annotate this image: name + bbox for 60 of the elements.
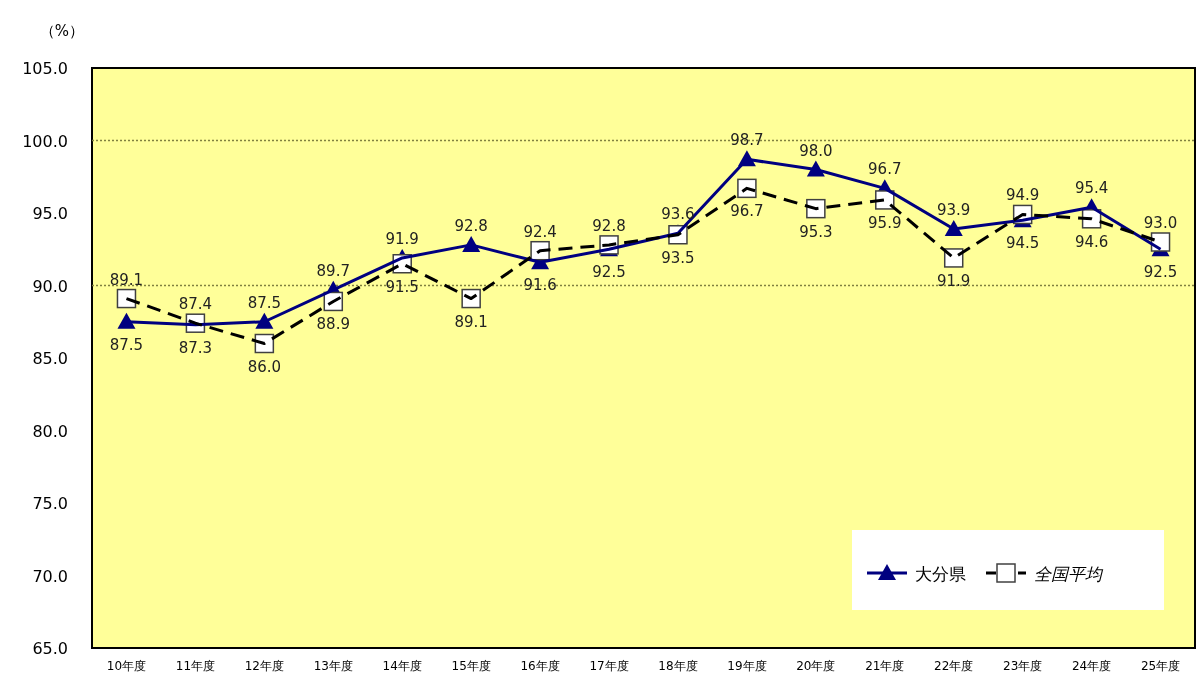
data-label: 89.7: [316, 261, 350, 280]
legend-label: 全国平均: [1034, 564, 1104, 584]
data-label: 92.4: [523, 222, 557, 241]
data-label: 91.9: [385, 229, 419, 248]
y-tick-label: 95.0: [32, 204, 68, 223]
data-label: 98.7: [730, 131, 764, 150]
data-label: 94.5: [1005, 234, 1040, 253]
data-label: 93.6: [661, 205, 695, 224]
x-tick-label: 12年度: [244, 659, 284, 673]
data-label: 92.8: [592, 216, 626, 235]
x-tick-label: 17年度: [589, 659, 629, 673]
x-tick-label: 14年度: [382, 659, 422, 673]
x-tick-label: 11年度: [175, 659, 216, 673]
data-label: 98.0: [799, 141, 833, 160]
x-tick-label: 23年度: [1003, 659, 1043, 673]
y-tick-label: 85.0: [32, 349, 68, 368]
data-label: 92.5: [1143, 263, 1178, 282]
y-tick-label: 90.0: [32, 276, 68, 296]
data-label: 87.4: [178, 295, 213, 314]
data-label: 89.1: [109, 270, 144, 289]
data-label: 96.7: [868, 160, 902, 179]
x-tick-label: 10年度: [106, 659, 147, 673]
y-axis-title: （%）: [39, 22, 85, 40]
y-tick-label: 65.0: [32, 639, 68, 658]
data-label: 86.0: [247, 357, 282, 376]
data-label: 94.9: [1005, 186, 1040, 205]
x-tick-label: 21年度: [865, 659, 905, 673]
data-label: 95.9: [868, 213, 902, 232]
data-label: 92.5: [592, 263, 626, 282]
x-tick-label: 24年度: [1071, 659, 1112, 673]
legend-label: 大分県: [915, 564, 966, 584]
data-label: 93.0: [1143, 214, 1178, 232]
data-label: 87.5: [247, 293, 282, 312]
data-label: 93.5: [661, 248, 695, 267]
y-tick-label: 75.0: [32, 494, 68, 513]
data-label: 95.4: [1074, 179, 1109, 198]
data-label: 91.6: [523, 276, 557, 295]
data-label: 87.5: [109, 335, 144, 354]
x-tick-label: 22年度: [934, 659, 974, 673]
x-tick-label: 13年度: [313, 659, 353, 673]
data-label: 94.6: [1074, 232, 1109, 251]
data-label: 91.5: [385, 277, 419, 296]
data-label: 91.9: [937, 271, 971, 290]
data-label: 96.7: [730, 202, 764, 221]
x-tick-label: 16年度: [520, 659, 560, 673]
y-tick-label: 80.0: [32, 421, 68, 441]
y-tick-label: 105.0: [22, 59, 68, 78]
data-label: 92.8: [454, 216, 488, 235]
data-label: 87.3: [178, 338, 213, 357]
data-label: 95.3: [799, 222, 833, 241]
y-tick-label: 100.0: [22, 131, 68, 151]
x-tick-label: 18年度: [658, 659, 698, 673]
x-tick-label: 25年度: [1140, 659, 1181, 673]
data-label: 93.9: [937, 200, 971, 219]
x-tick-label: 19年度: [727, 659, 767, 673]
x-tick-label: 15年度: [451, 659, 491, 673]
x-tick-label: 20年度: [796, 659, 836, 673]
y-tick-label: 70.0: [32, 566, 68, 586]
data-label: 88.9: [316, 315, 350, 334]
data-label: 89.1: [454, 312, 488, 331]
